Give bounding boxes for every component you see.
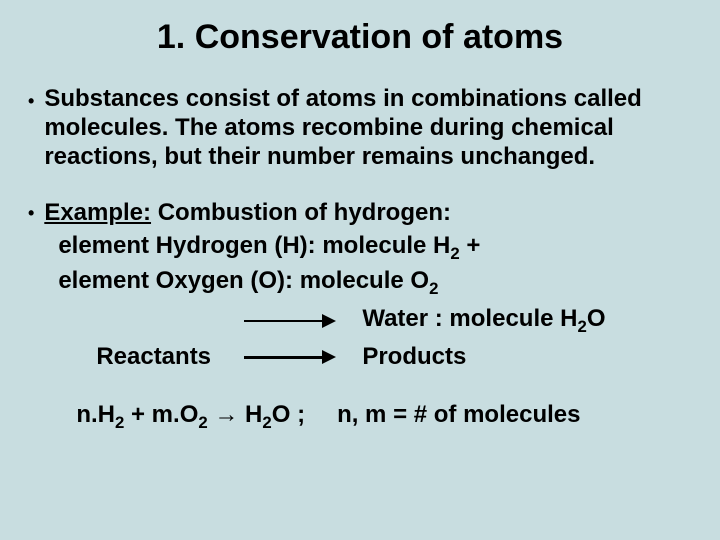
- products-label: Products: [362, 343, 466, 372]
- reactants-products-row: Reactants Products: [44, 343, 692, 372]
- text: H: [245, 401, 262, 428]
- bullet-dot: •: [28, 203, 34, 225]
- text: n.H: [76, 401, 115, 428]
- arrow-right-icon: [244, 350, 336, 364]
- subscript: 2: [429, 279, 438, 298]
- equation-lhs: n.H2 + m.O2 → H2O ;: [76, 401, 305, 433]
- arrow-glyph: →: [208, 401, 245, 428]
- subscript: 2: [577, 317, 586, 336]
- bullet-definition: • Substances consist of atoms in combina…: [28, 85, 692, 171]
- bullet-dot: •: [28, 91, 34, 113]
- subscript: 2: [450, 244, 459, 263]
- bullet-example: • Example: Combustion of hydrogen: eleme…: [28, 197, 692, 433]
- slide-title: 1. Conservation of atoms: [28, 18, 692, 57]
- arrow-right-icon: [244, 314, 336, 328]
- text: Water : molecule H: [362, 305, 577, 332]
- subscript: 2: [262, 413, 271, 432]
- text: O: [587, 305, 606, 332]
- example-oxygen-line: element Oxygen (O): molecule O2: [44, 265, 692, 300]
- water-product: Water : molecule H2O: [362, 305, 605, 337]
- arrow-to-water: Water : molecule H2O: [44, 305, 692, 337]
- equation-note: n, m = # of molecules: [337, 401, 580, 430]
- text: element Hydrogen (H): molecule H: [58, 232, 450, 259]
- text: +: [460, 232, 481, 259]
- example-heading-rest: Combustion of hydrogen:: [151, 199, 451, 226]
- text: + m.O: [124, 401, 198, 428]
- subscript: 2: [198, 413, 207, 432]
- bullet-definition-text: Substances consist of atoms in combinati…: [44, 85, 692, 171]
- subscript: 2: [115, 413, 124, 432]
- example-label: Example:: [44, 199, 151, 226]
- text: element Oxygen (O): molecule O: [58, 267, 429, 294]
- example-hydrogen-line: element Hydrogen (H): molecule H2 +: [44, 230, 692, 265]
- equation-row: n.H2 + m.O2 → H2O ; n, m = # of molecule…: [44, 401, 692, 433]
- text: O ;: [272, 401, 305, 428]
- reactants-label: Reactants: [44, 343, 244, 372]
- example-heading: Example: Combustion of hydrogen:: [44, 197, 692, 229]
